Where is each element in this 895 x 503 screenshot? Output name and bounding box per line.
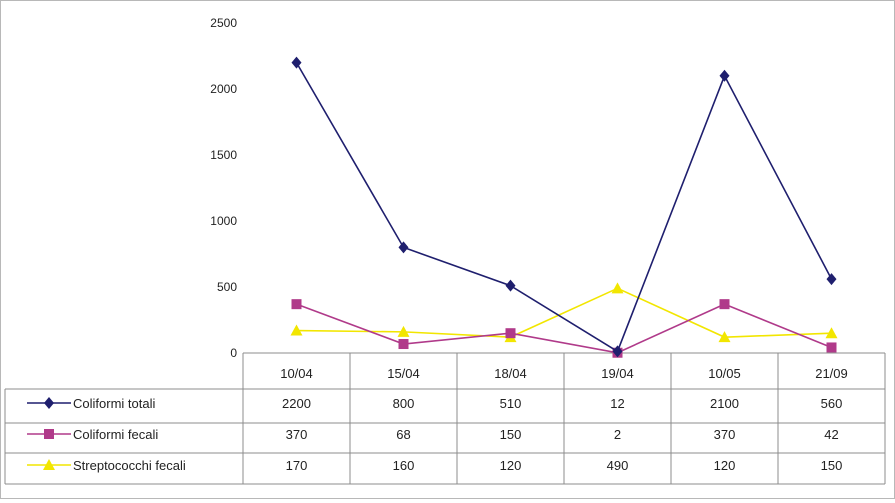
series-1 [291,56,837,358]
data-point [397,325,410,337]
data-point [719,69,730,82]
series-line [296,303,832,354]
table-cell-value: 150 [821,458,843,473]
table-cell-value: 800 [393,396,415,411]
data-point [44,429,54,439]
legend-label: Streptococchi fecali [73,458,186,473]
y-tick-label: 0 [230,346,237,360]
table-cell-value: 560 [821,396,843,411]
data-point [612,345,623,358]
x-tick-label: 19/04 [601,366,634,381]
y-tick-label: 2000 [210,82,237,96]
table-cell-value: 2 [614,427,621,442]
legend-entry: Coliformi totali [27,396,155,411]
table-cell-value: 12 [610,396,624,411]
data-point [825,327,838,339]
series-line [295,62,833,353]
x-tick-label: 18/04 [494,366,527,381]
table-cell-value: 510 [500,396,522,411]
data-point [505,279,516,292]
data-point [505,328,516,339]
data-point [398,241,409,254]
table-cell-value: 170 [286,458,308,473]
data-point [719,299,730,310]
x-tick-label: 15/04 [387,366,420,381]
x-tick-label: 21/09 [815,366,848,381]
x-tick-label: 10/04 [280,366,313,381]
data-point [826,342,837,353]
table-cell-value: 370 [286,427,308,442]
legend-label: Coliformi totali [73,396,155,411]
legend-entry: Coliformi fecali [27,427,158,442]
table-cell-value: 2100 [710,396,739,411]
table-cell-value: 150 [500,427,522,442]
table-cell-value: 120 [500,458,522,473]
y-tick-label: 500 [217,280,237,294]
table-cell-value: 68 [396,427,410,442]
data-point [826,273,837,286]
series-2 [291,299,837,358]
data-point [44,397,54,409]
table-cell-value: 2200 [282,396,311,411]
table-cell-value: 370 [714,427,736,442]
series-line [296,287,832,338]
data-point [398,339,409,350]
y-tick-label: 1500 [210,148,237,162]
data-point [291,56,302,69]
y-tick-label: 1000 [210,214,237,228]
legend-entry: Streptococchi fecali [27,458,186,473]
legend-label: Coliformi fecali [73,427,158,442]
data-point [611,282,624,294]
table-cell-value: 42 [824,427,838,442]
table-cell-value: 120 [714,458,736,473]
data-point [43,459,55,470]
table-cell-value: 490 [607,458,629,473]
x-tick-label: 10/05 [708,366,741,381]
y-tick-label: 2500 [210,16,237,30]
data-point [291,299,302,310]
table-cell-value: 160 [393,458,415,473]
data-point [718,331,731,343]
data-point [290,324,303,336]
